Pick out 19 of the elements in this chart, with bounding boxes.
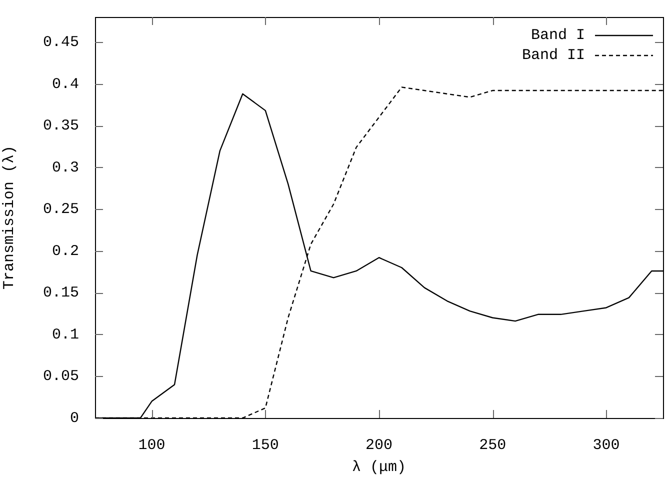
y-tick-label: 0.3 [52,159,79,176]
y-axis-title: Transmission (λ) [0,145,18,290]
y-tick-label: 0 [70,410,79,427]
legend-label: Band II [522,46,585,64]
y-tick-label: 0.1 [52,326,79,344]
y-tick-label: 0.15 [42,284,79,302]
y-tick-label: 0.2 [52,242,79,260]
x-tick-label: 300 [592,436,620,454]
y-tick-label: 0.25 [42,201,79,218]
y-tick-label: 0.35 [42,118,79,135]
legend-label: Band I [530,26,585,44]
y-tick-label: 0.45 [42,34,79,52]
x-tick-label: 100 [138,436,166,454]
x-tick-label: 150 [252,436,279,454]
x-tick-label: 200 [365,436,393,454]
y-tick-label: 0.4 [52,76,79,93]
x-axis-title: λ (μm) [352,458,406,476]
x-tick-label: 250 [479,436,506,454]
y-tick-label: 0.05 [42,368,79,386]
